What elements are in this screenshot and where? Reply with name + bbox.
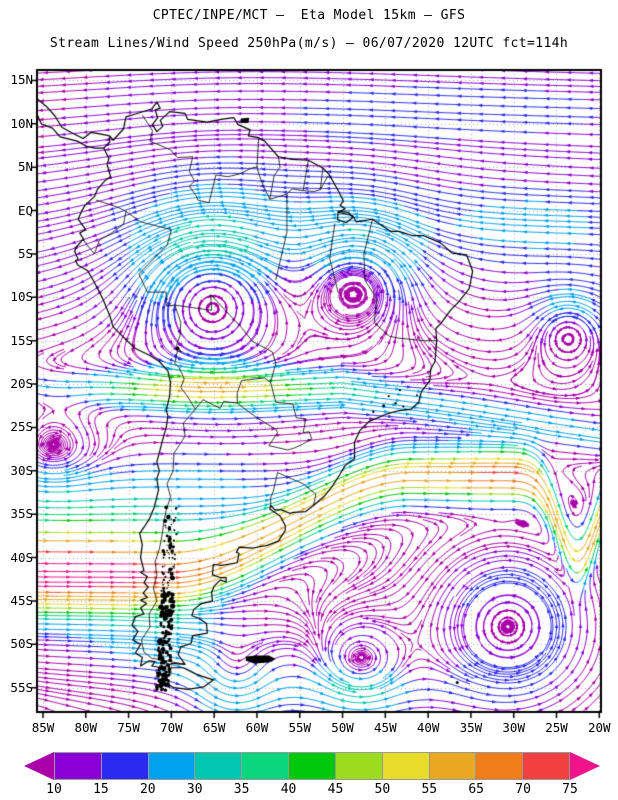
lat-label-35S: 35S [10,506,33,522]
colorbar-segment-9 [475,752,524,780]
colorbar-value-50: 50 [374,782,391,797]
lon-label-45W: 45W [374,720,397,735]
lat-label-20S: 20S [10,376,33,392]
lon-label-70W: 70W [160,720,183,735]
lat-label-EQ: EQ [17,202,33,218]
lon-label-85W: 85W [31,720,55,735]
lon-label-50W: 50W [331,720,354,735]
lon-label-20W: 20W [587,720,611,735]
lon-label-80W: 80W [74,720,98,735]
chart-title: CPTEC/INPE/MCT – Eta Model 15km – GFS [152,8,466,23]
colorbar-segment-0 [54,752,102,780]
colorbar-value-65: 65 [468,782,484,797]
lat-label-5N: 5N [17,159,33,175]
colorbar-segment-8 [428,752,477,780]
colorbar-value-30: 30 [186,782,203,797]
colorbar-segment-5 [288,752,336,780]
lat-label-55S: 55S [10,679,33,695]
colorbar-segment-7 [381,752,430,780]
lat-label-5S: 5S [17,245,33,261]
lon-label-40W: 40W [416,720,440,735]
colorbar-value-75: 75 [562,782,578,797]
lon-label-65W: 65W [202,720,226,735]
lat-label-30S: 30S [10,462,33,478]
colorbar-segment-1 [100,752,149,780]
colorbar-segment-3 [194,752,243,780]
colorbar-value-70: 70 [515,782,531,797]
colorbar-value-45: 45 [327,782,344,797]
colorbar-segment-2 [147,752,196,780]
lon-label-30W: 30W [502,720,525,735]
lon-label-35W: 35W [459,720,483,735]
lat-label-10N: 10N [10,115,33,131]
lat-label-15S: 15S [10,332,33,348]
colorbar-value-35: 35 [233,782,250,797]
colorbar-arrow-right-icon [569,752,600,780]
lat-label-15N: 15N [10,72,33,88]
lon-label-55W: 55W [288,720,312,735]
lat-label-50S: 50S [10,636,33,652]
colorbar-value-15: 15 [93,782,109,797]
colorbar-value-10: 10 [46,782,62,797]
colorbar-value-20: 20 [139,782,156,797]
lat-label-40S: 40S [10,549,33,565]
lat-label-25S: 25S [10,419,33,435]
lon-label-25W: 25W [545,720,568,735]
chart-subtitle: Stream Lines/Wind Speed 250hPa(m/s) – 06… [49,36,569,51]
streamline-field-canvas [0,0,618,745]
colorbar-segment-10 [522,752,570,780]
colorbar-value-55: 55 [421,782,438,797]
lat-label-10S: 10S [10,289,33,305]
colorbar-value-40: 40 [280,782,297,797]
lon-label-75W: 75W [117,720,140,735]
wind-speed-colorbar [24,752,600,780]
lat-label-45S: 45S [10,592,33,608]
colorbar-segment-4 [241,752,290,780]
lon-label-60W: 60W [245,720,269,735]
colorbar-segment-6 [334,752,383,780]
colorbar-arrow-left-icon [24,752,54,780]
